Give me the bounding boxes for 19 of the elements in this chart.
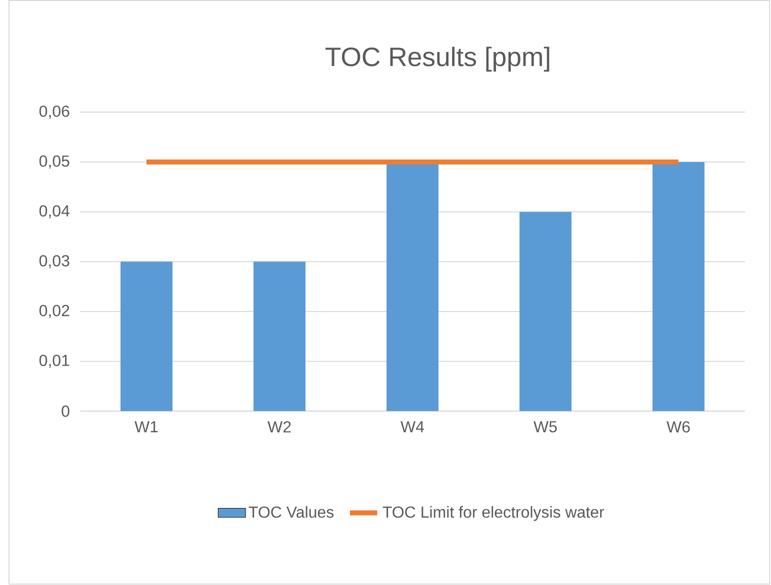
y-tick-label: 0,05 [39, 155, 70, 169]
x-tick-label: W6 [666, 421, 690, 432]
x-tick-label: W5 [534, 421, 557, 432]
legend-label: TOC Values [248, 506, 334, 518]
x-tick-label: W1 [134, 421, 158, 432]
y-tick-label: 0,03 [39, 254, 70, 268]
chart-title: TOC Results [ppm] [325, 46, 550, 72]
y-tick-label: 0,06 [39, 105, 70, 119]
y-tick-label: 0,02 [39, 304, 70, 318]
bar [254, 262, 306, 412]
y-tick-label: 0,01 [39, 354, 70, 368]
y-tick-label: 0,04 [39, 205, 70, 218]
bar [520, 212, 572, 412]
bar [120, 262, 173, 412]
x-tick-label: W2 [268, 421, 291, 432]
y-tick-label: 0 [62, 405, 70, 417]
legend-label: TOC Limit for electrolysis water [382, 506, 604, 521]
x-tick-label: W4 [400, 421, 424, 432]
bar [652, 162, 705, 412]
